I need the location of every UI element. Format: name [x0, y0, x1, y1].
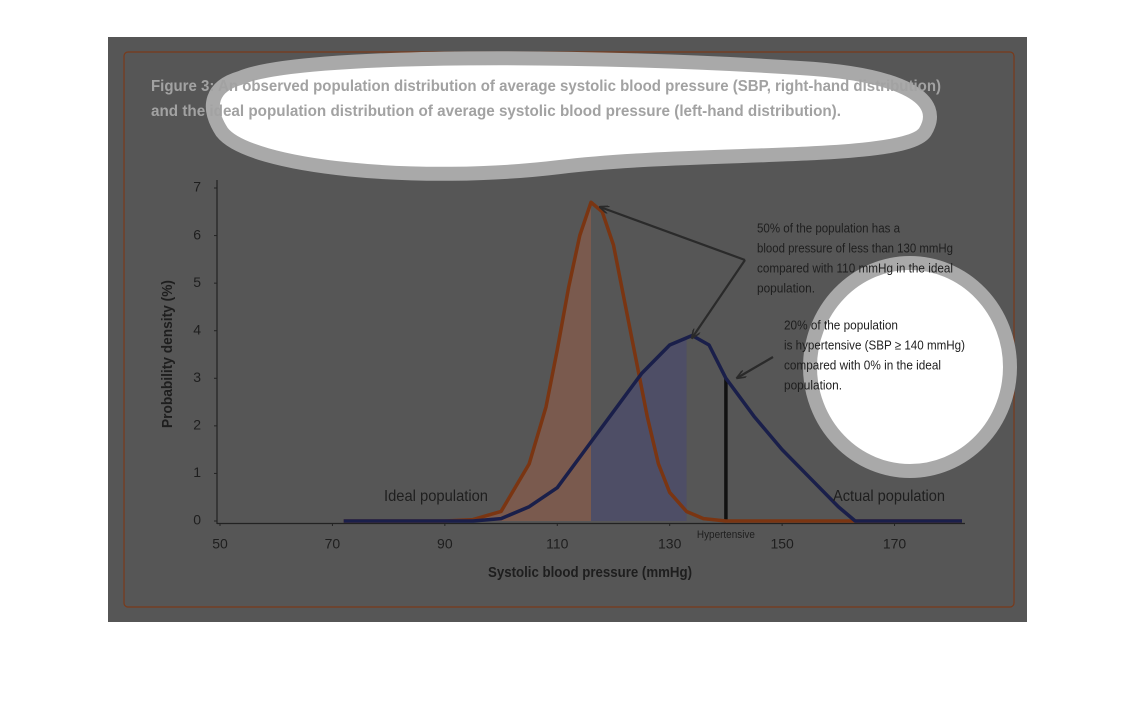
- annotation-text: compared with 110 mmHg in the ideal: [757, 260, 953, 275]
- x-tick-label: 50: [212, 536, 228, 552]
- x-tick-label: 70: [325, 536, 341, 552]
- y-tick-label: 4: [193, 321, 201, 337]
- y-axis-label: Probability density (%): [159, 280, 176, 428]
- annotation-text: 50% of the population has a: [757, 220, 901, 235]
- series-label: Actual population: [833, 488, 945, 505]
- x-tick-label: 170: [883, 536, 907, 552]
- threshold-label: Hypertensive: [697, 529, 755, 541]
- y-tick-label: 7: [193, 179, 201, 195]
- annotation-arrow: [692, 259, 746, 338]
- highlight-blob: [205, 51, 937, 181]
- annotation-arrow: [737, 356, 774, 378]
- highlight-blob: [803, 256, 1017, 478]
- x-tick-label: 130: [658, 536, 682, 552]
- annotation-text: is hypertensive (SBP ≥ 140 mmHg): [784, 337, 965, 352]
- annotation-text: blood pressure of less than 130 mmHg: [757, 240, 953, 255]
- plot: 0 1 2 3 4 5 6 7 50 70 90 110 130 150 170 Systolic blood…: [159, 179, 965, 581]
- y-tick-label: 0: [193, 512, 201, 528]
- x-axis-label: Systolic blood pressure (mmHg): [488, 564, 692, 581]
- title-line: Figure 3: An observed population distrib…: [151, 78, 941, 95]
- shaded-area: [343, 202, 591, 521]
- annotation-text: population.: [784, 377, 842, 392]
- x-tick-label: 150: [770, 536, 794, 552]
- series-line: [343, 333, 962, 523]
- title: Figure 3: An observed population distrib…: [151, 78, 941, 120]
- title-line: and the ideal population distribution of…: [151, 103, 841, 120]
- y-tick-label: 5: [193, 274, 201, 290]
- y-tick-label: 3: [193, 369, 201, 385]
- y-tick-label: 2: [193, 417, 201, 433]
- annotation-arrow: [600, 207, 746, 262]
- x-tick-label: 90: [437, 536, 453, 552]
- x-tick-label: 110: [546, 536, 569, 552]
- annotation-text: population.: [757, 280, 815, 295]
- annotation-text: 20% of the population: [784, 317, 898, 332]
- annotation-text: compared with 0% in the ideal: [784, 357, 941, 372]
- y-tick-label: 1: [193, 464, 201, 480]
- y-tick-label: 6: [193, 226, 201, 242]
- series-line: [343, 200, 962, 523]
- series-label: Ideal population: [384, 488, 488, 505]
